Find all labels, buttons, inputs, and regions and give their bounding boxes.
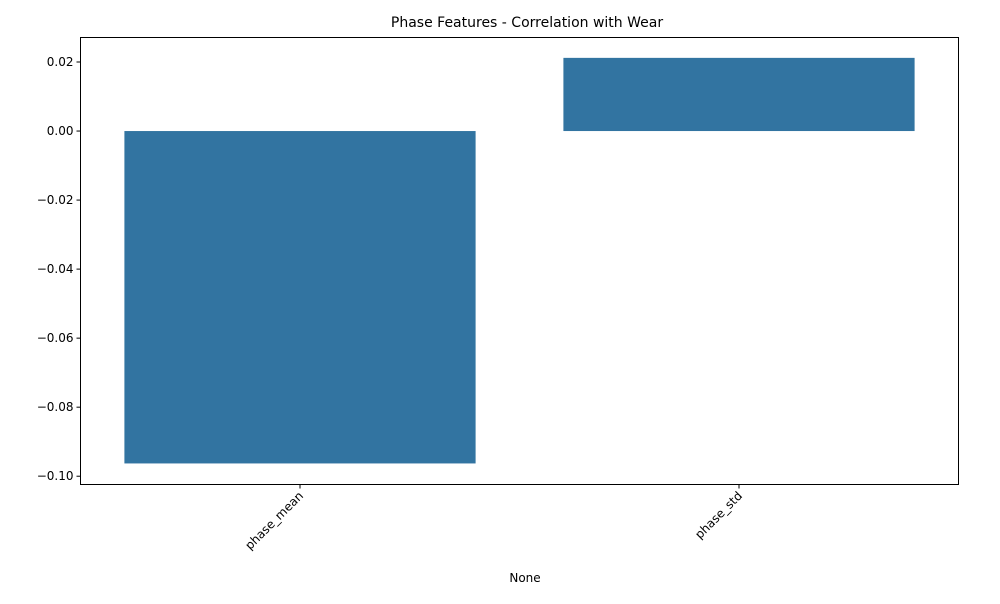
y-tick-label: 0.00 xyxy=(47,124,74,138)
x-axis-label: None xyxy=(509,571,540,585)
y-tick-label: −0.06 xyxy=(37,331,74,345)
chart-title: Phase Features - Correlation with Wear xyxy=(391,15,663,31)
y-tick-label: −0.04 xyxy=(37,262,74,276)
y-tick-label: −0.02 xyxy=(37,193,74,207)
bars-layer xyxy=(124,57,915,464)
y-tick-label: −0.10 xyxy=(37,469,74,483)
plot-frame xyxy=(80,37,959,485)
y-tick-label: −0.08 xyxy=(37,400,74,414)
y-tick-label: 0.02 xyxy=(47,55,74,69)
bar-phase-std xyxy=(563,57,915,132)
y-axis: 0.02 0.00 −0.02 −0.04 −0.06 −0.08 −0.10 xyxy=(37,55,81,483)
bar-phase-mean xyxy=(124,131,476,464)
